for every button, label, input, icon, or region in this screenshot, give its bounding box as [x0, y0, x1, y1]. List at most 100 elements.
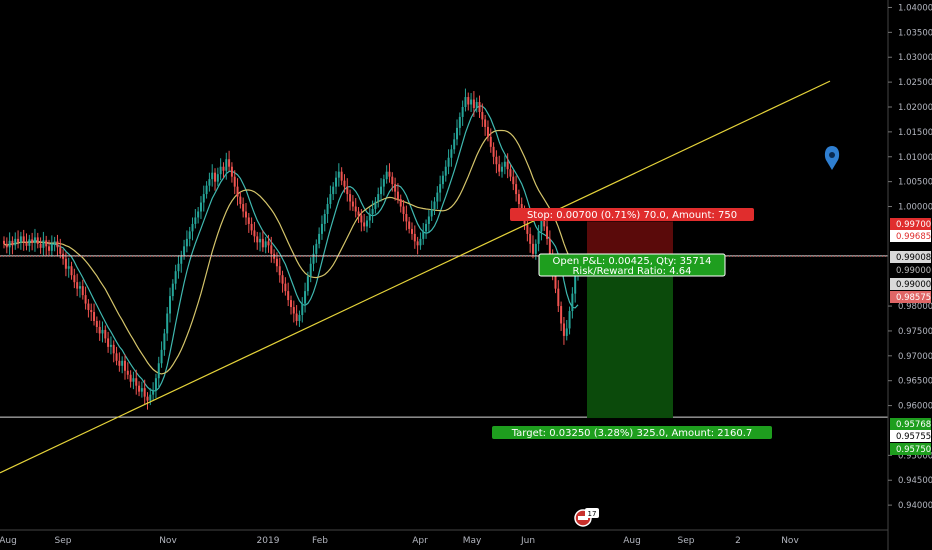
candle-body	[138, 385, 141, 392]
candle-body	[267, 241, 270, 246]
x-tick-label: 2	[735, 536, 741, 546]
candle-body	[534, 243, 537, 254]
y-tick-label: 1.01500	[898, 128, 932, 138]
marker-group: 17	[574, 146, 840, 527]
pnl-label-box	[538, 253, 726, 277]
y-tick-label: 1.02000	[898, 103, 932, 113]
candle-body	[450, 149, 453, 158]
candle-body	[132, 378, 135, 382]
candle-body	[287, 291, 290, 301]
candle-body	[337, 171, 340, 178]
candle-body	[416, 241, 419, 246]
candle-body	[228, 159, 231, 167]
candle-body	[517, 194, 520, 205]
price-label: 0.99700	[896, 220, 931, 230]
candle-body	[467, 97, 470, 105]
candle-body	[135, 378, 138, 386]
candle-body	[261, 238, 264, 248]
candle-body	[118, 360, 121, 366]
candle-body	[11, 240, 14, 246]
candle-body	[104, 329, 107, 339]
candle-body	[115, 353, 118, 361]
candle-body	[123, 360, 126, 371]
candle-body	[197, 211, 200, 218]
candle-body	[543, 218, 546, 227]
candle-body	[343, 180, 346, 187]
candle-body	[281, 275, 284, 284]
price-axis-labels: 0.99700 0.99685 0.99008 0.99000 0.99000 0.985…	[890, 218, 931, 455]
candle-body	[239, 196, 242, 205]
trendline-group	[0, 80, 831, 474]
candle-body	[19, 236, 22, 243]
x-tick-label: Feb	[312, 536, 328, 546]
candle-body	[194, 217, 197, 224]
y-tick-label: 0.94500	[898, 476, 932, 486]
candle-body	[214, 172, 217, 182]
candle-body	[470, 99, 473, 105]
candle-body	[183, 246, 186, 256]
moving-averages	[3, 105, 579, 392]
candle-body	[540, 218, 543, 232]
candle-body	[413, 233, 416, 242]
candle-body	[160, 349, 163, 364]
candle-body	[140, 388, 143, 392]
candle-body	[425, 223, 428, 232]
candle-body	[264, 241, 267, 248]
candle-body	[290, 300, 292, 308]
candle-body	[284, 283, 287, 292]
y-tick-label: 1.00500	[898, 178, 932, 188]
candle-body	[152, 390, 155, 395]
candle-body	[45, 240, 48, 247]
candle-body	[447, 157, 450, 167]
candle-body	[506, 161, 509, 170]
candle-body	[50, 243, 53, 251]
candle-body	[309, 263, 312, 277]
price-label: 0.98575	[896, 293, 931, 303]
candle-body	[427, 216, 430, 224]
candle-body	[31, 239, 34, 243]
candle-body	[422, 231, 425, 239]
candle-body	[306, 276, 309, 292]
candle-body	[461, 106, 464, 117]
candle-body	[304, 291, 307, 304]
candle-body	[112, 344, 115, 354]
candle-body	[129, 374, 132, 382]
stop-label-box	[510, 208, 754, 221]
price-label-box	[890, 218, 931, 230]
candle-body	[81, 286, 84, 296]
candle-body	[256, 236, 259, 243]
candle-body	[554, 271, 557, 289]
candle-body	[278, 266, 281, 276]
candle-body	[380, 186, 383, 195]
candle-body	[548, 238, 551, 254]
candle-body	[121, 360, 124, 366]
candle-body	[486, 126, 489, 137]
candle-body	[177, 263, 180, 272]
candle-body	[562, 323, 565, 336]
candle-body	[301, 303, 304, 316]
candle-body	[84, 295, 87, 304]
candle-body	[244, 211, 247, 218]
x-tick-label: Aug	[623, 536, 641, 546]
y-tick-label: 0.96500	[898, 377, 932, 387]
target-label-box	[492, 426, 772, 439]
candle-body	[98, 326, 101, 334]
candle-body	[354, 206, 357, 212]
y-tick-label: 1.00000	[898, 203, 932, 213]
candle-body	[503, 161, 506, 167]
candle-body	[529, 233, 532, 244]
candle-body	[526, 223, 529, 234]
candle-body	[430, 209, 433, 217]
candle-body	[188, 231, 191, 239]
candle-body	[318, 233, 321, 244]
candle-body	[456, 127, 459, 140]
candle-body	[509, 169, 512, 177]
candle-body	[320, 223, 323, 234]
candle-body	[270, 245, 273, 254]
price-label: 0.99008	[896, 253, 931, 263]
candle-body	[340, 171, 343, 181]
candle-body	[436, 192, 439, 202]
candle-body	[439, 184, 442, 193]
horizontal-levels	[0, 255, 888, 418]
